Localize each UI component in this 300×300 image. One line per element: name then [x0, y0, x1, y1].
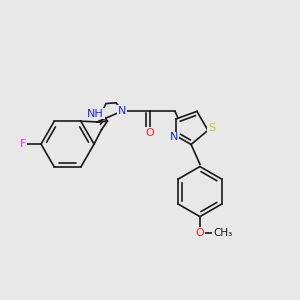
Text: F: F — [20, 139, 27, 149]
Text: O: O — [146, 128, 154, 138]
Text: NH: NH — [87, 109, 104, 119]
Text: S: S — [208, 123, 215, 133]
Text: N: N — [118, 106, 126, 116]
Text: N: N — [170, 132, 178, 142]
Text: CH₃: CH₃ — [213, 228, 232, 238]
Text: O: O — [196, 228, 204, 238]
